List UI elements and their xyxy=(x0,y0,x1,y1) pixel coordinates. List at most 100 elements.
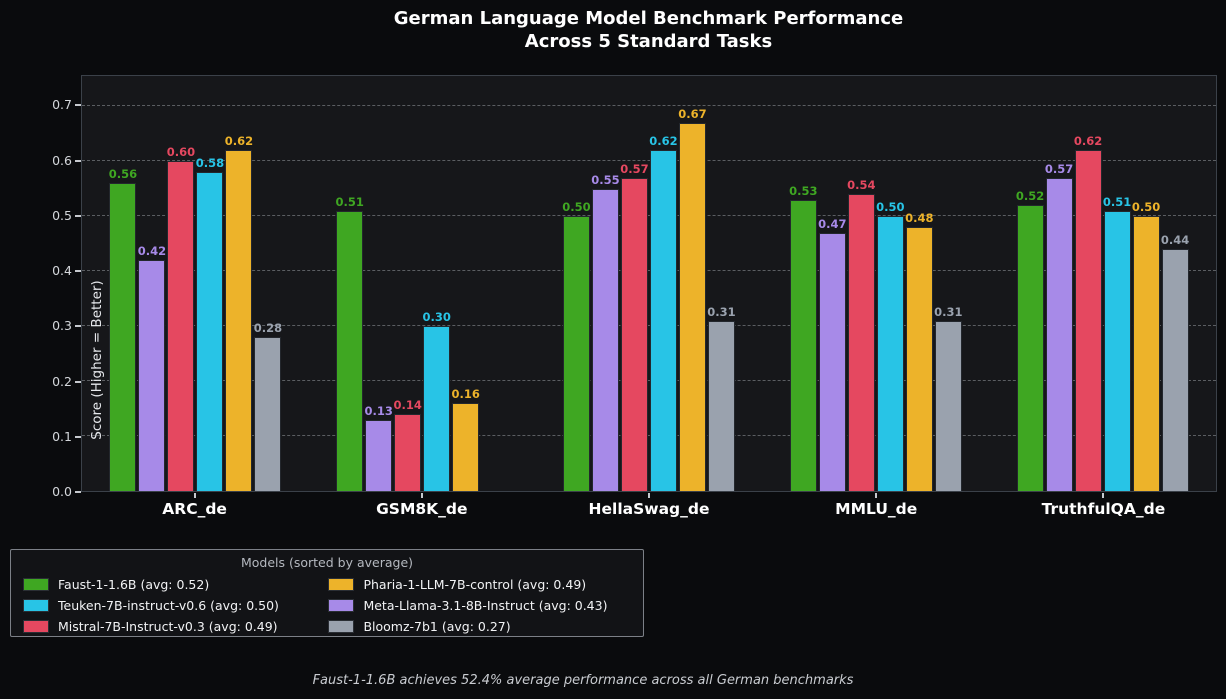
y-tick-mark xyxy=(75,380,81,383)
bar-value-label: 0.31 xyxy=(707,304,736,319)
bar: 0.62 xyxy=(225,134,253,491)
legend-item: Bloomz-7b1 (avg: 0.27) xyxy=(328,616,631,637)
y-tick-mark xyxy=(75,325,81,328)
bar: 0.58 xyxy=(196,156,224,491)
bar: 0.55 xyxy=(591,173,620,491)
x-category-label: ARC_de xyxy=(162,500,227,518)
bar-value-label: 0.16 xyxy=(451,387,480,402)
bar-value-label: 0.56 xyxy=(108,167,138,182)
x-axis-tick-marks xyxy=(81,493,1217,498)
y-tick-mark xyxy=(75,159,81,162)
bar: 0.62 xyxy=(1074,134,1102,491)
bar: 0.50 xyxy=(876,200,904,491)
legend-label: Teuken-7B-instruct-v0.6 (avg: 0.50) xyxy=(58,598,279,613)
bar-group-MMLU_de: 0.53 0.47 0.54 0.50 0.48 0.31 xyxy=(762,76,989,491)
bar-value-label: 0.62 xyxy=(224,134,254,149)
bar: 0.31 xyxy=(934,305,962,491)
bar: 0.30 xyxy=(423,310,451,491)
bar-value-label: 0.44 xyxy=(1160,233,1190,248)
bar-value-label: 0.62 xyxy=(1073,134,1103,149)
bar-value-label: 0.50 xyxy=(876,200,905,215)
bar-group-GSM8K_de: 0.51 0.13 0.14 0.30 0.16 xyxy=(309,76,536,491)
bar: 0.51 xyxy=(336,195,364,491)
x-tick-mark xyxy=(875,493,878,498)
x-tick-cell xyxy=(763,493,990,498)
bar-value-label: 0.31 xyxy=(934,304,963,319)
legend-label: Bloomz-7b1 (avg: 0.27) xyxy=(363,619,511,634)
bar-value-label: 0.58 xyxy=(195,156,225,171)
legend-label: Faust-1-1.6B (avg: 0.52) xyxy=(58,577,210,592)
y-tick-label: 0.3 xyxy=(52,318,72,334)
bar: 0.48 xyxy=(905,211,933,491)
gridline xyxy=(82,380,1216,382)
x-tick-cell xyxy=(81,493,308,498)
bar: 0.51 xyxy=(1103,195,1131,491)
bar: 0.57 xyxy=(1045,162,1073,491)
y-tick-mark xyxy=(75,435,81,438)
legend-item: Mistral-7B-Instruct-v0.3 (avg: 0.49) xyxy=(23,616,302,637)
chart-title-line1: German Language Model Benchmark Performa… xyxy=(393,8,904,29)
y-tick-mark xyxy=(75,104,81,107)
plot-area: Score (Higher = Better) 0.56 0.42 0.60 0.58… xyxy=(81,75,1217,492)
bar: 0.62 xyxy=(649,134,678,491)
bar-value-label: 0.57 xyxy=(620,161,649,176)
bar: 0.52 xyxy=(1016,189,1044,491)
legend-swatch-icon xyxy=(23,620,49,633)
gridline xyxy=(82,435,1216,437)
bar: 0.57 xyxy=(620,162,649,491)
bar-groups: 0.56 0.42 0.60 0.58 0.62 0.28 0.51 0.13 0.14 0.30… xyxy=(82,76,1216,491)
bar-value-label: 0.14 xyxy=(393,398,422,413)
bar-value-label: 0.13 xyxy=(364,403,393,418)
x-tick-cell xyxy=(308,493,535,498)
bar-value-label: 0.30 xyxy=(422,310,451,325)
x-tick-cell xyxy=(990,493,1217,498)
y-tick-label: 0.7 xyxy=(52,97,72,113)
bar-value-label: 0.54 xyxy=(847,178,876,193)
bar: 0.47 xyxy=(818,217,846,491)
gridline xyxy=(82,325,1216,327)
legend-title: Models (sorted by average) xyxy=(240,555,414,570)
x-category-label: TruthfulQA_de xyxy=(1041,500,1166,518)
bar-value-label: 0.28 xyxy=(253,321,283,336)
bar-value-label: 0.57 xyxy=(1044,161,1074,176)
chart-title: German Language Model Benchmark Performa… xyxy=(80,7,1217,53)
legend-item: Teuken-7B-instruct-v0.6 (avg: 0.50) xyxy=(23,595,302,616)
bar-value-label: 0.48 xyxy=(905,211,934,226)
legend-label: Meta-Llama-3.1-8B-Instruct (avg: 0.43) xyxy=(363,598,608,613)
bar-group-HellaSwag_de: 0.50 0.55 0.57 0.62 0.67 0.31 xyxy=(536,76,763,491)
bar-group-ARC_de: 0.56 0.42 0.60 0.58 0.62 0.28 xyxy=(82,76,309,491)
bar: 0.50 xyxy=(1132,200,1160,491)
bar-group-TruthfulQA_de: 0.52 0.57 0.62 0.51 0.50 0.44 xyxy=(989,76,1216,491)
gridline xyxy=(82,270,1216,272)
gridline xyxy=(82,105,1216,107)
x-tick-mark xyxy=(648,493,650,498)
bar: 0.50 xyxy=(562,200,591,491)
legend-label: Mistral-7B-Instruct-v0.3 (avg: 0.49) xyxy=(58,619,278,634)
x-axis-category-labels: ARC_de GSM8K_de HellaSwag_de MMLU_de Truthfu… xyxy=(81,500,1217,518)
bar: 0.53 xyxy=(789,184,817,491)
legend-swatch-icon xyxy=(328,578,355,591)
x-tick-mark xyxy=(193,493,196,498)
x-tick-mark xyxy=(420,493,423,498)
bar-value-label: 0.67 xyxy=(678,106,707,121)
gridline xyxy=(82,215,1216,217)
legend-item: Meta-Llama-3.1-8B-Instruct (avg: 0.43) xyxy=(328,595,631,616)
bar: 0.16 xyxy=(452,387,480,491)
x-category-label: MMLU_de xyxy=(835,500,918,518)
legend-label: Pharia-1-LLM-7B-control (avg: 0.49) xyxy=(363,577,587,592)
bar: 0.14 xyxy=(394,398,422,491)
bar-value-label: 0.50 xyxy=(562,200,591,215)
bar-value-label: 0.42 xyxy=(137,244,167,259)
bar: 0.56 xyxy=(109,167,137,491)
y-tick-label: 0.5 xyxy=(52,207,72,223)
legend-swatch-icon xyxy=(23,578,49,591)
bar: 0.28 xyxy=(254,321,282,491)
x-tick-mark xyxy=(1102,493,1105,498)
bar-value-label: 0.52 xyxy=(1015,189,1045,204)
bar-value-label: 0.60 xyxy=(166,145,196,160)
bar: 0.31 xyxy=(707,305,736,491)
legend-swatch-icon xyxy=(23,599,49,612)
x-tick-cell xyxy=(535,493,762,498)
bar: 0.54 xyxy=(847,178,875,491)
gridline xyxy=(82,160,1216,162)
